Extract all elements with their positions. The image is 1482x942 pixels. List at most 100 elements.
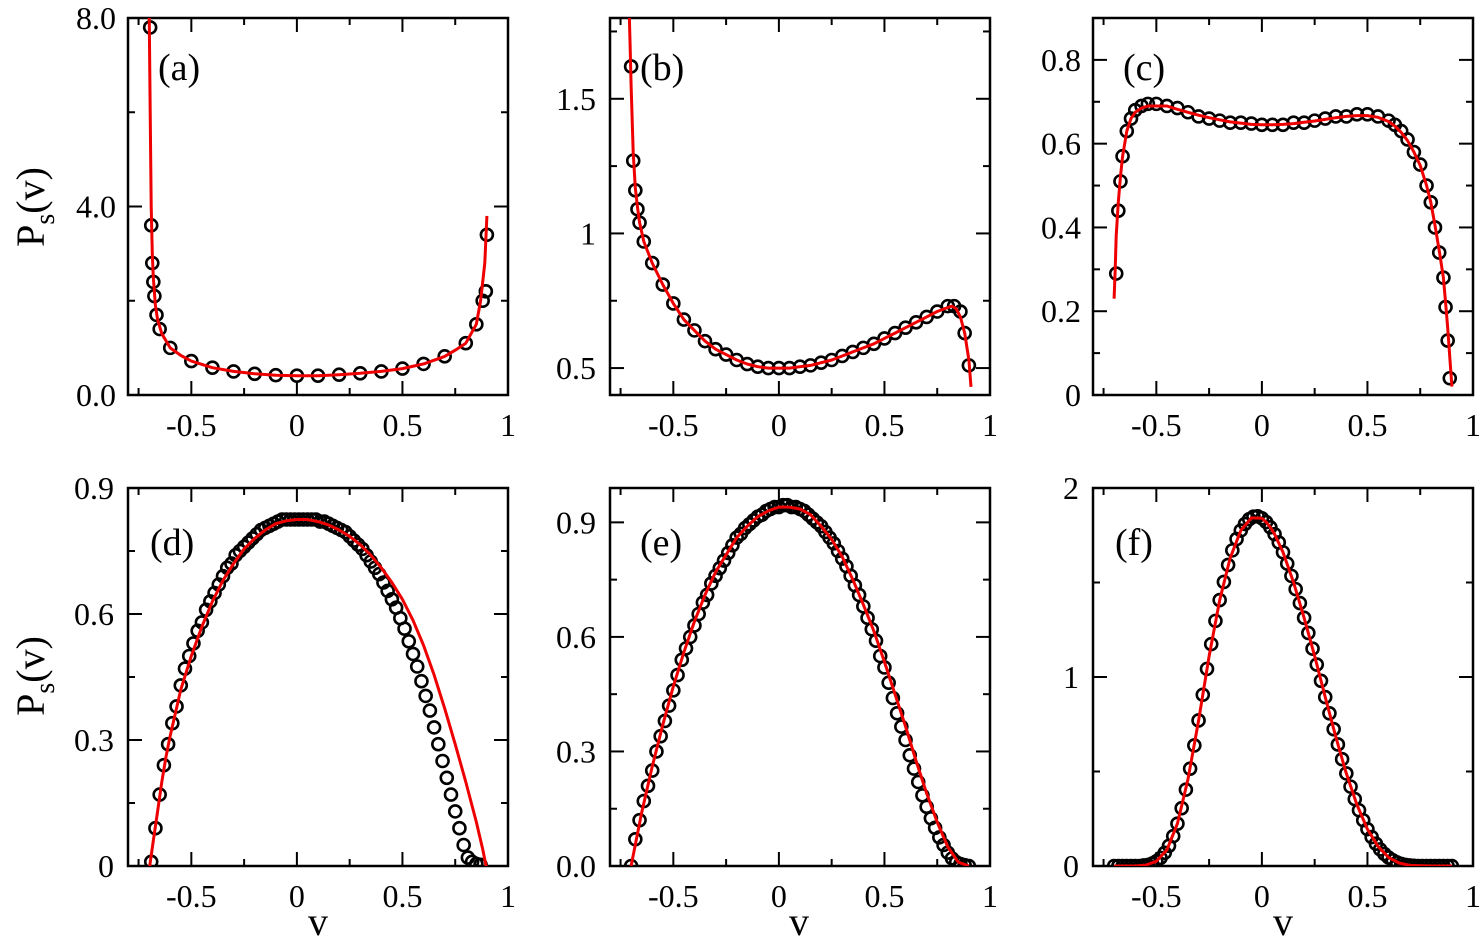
data-point [452, 820, 467, 836]
x-tick-label: -0.5 [166, 878, 217, 914]
y-tick-label: 0.9 [556, 504, 596, 540]
data-point [834, 551, 850, 566]
data-point [830, 543, 846, 559]
x-tick-label: -0.5 [1131, 878, 1182, 914]
data-point [889, 705, 905, 721]
data-point [1431, 858, 1447, 866]
data-point [1412, 157, 1428, 172]
data-point [241, 535, 256, 550]
y-tick-label: 0.5 [556, 350, 596, 386]
x-axis-label-f: v [1273, 899, 1293, 942]
data-point [712, 560, 728, 576]
panel-d: -0.5 0 0.5 1 0 0.3 0.6 0.9 (d) [74, 470, 516, 914]
data-point [469, 856, 484, 866]
y-tick-label: 0 [1065, 377, 1081, 413]
y-label-bottom-sub: s [30, 683, 61, 694]
data-point [1106, 858, 1122, 866]
y-tick-label: 0 [1063, 848, 1079, 884]
data-point [898, 732, 913, 748]
y-tick-label: 2 [1063, 470, 1079, 506]
data-point [478, 284, 494, 299]
data-point [697, 333, 713, 349]
data-point [414, 673, 429, 689]
y-tick-label: 0.0 [76, 377, 116, 413]
data-point [1123, 858, 1139, 866]
data-point [957, 857, 972, 866]
data-point [350, 537, 366, 553]
data-point [426, 720, 442, 735]
y-tick-label: 1 [580, 215, 596, 251]
data-point [1305, 641, 1320, 656]
y-tick-label: 1.5 [556, 81, 596, 117]
data-point [720, 545, 736, 561]
y-tick-label: 0.6 [74, 596, 114, 632]
y-label-top-sub: s [30, 214, 61, 225]
y-tick-label: 0.9 [74, 470, 114, 506]
data-point [1111, 858, 1126, 866]
x-tick-label: 0 [1254, 407, 1270, 443]
data-point [1127, 858, 1143, 866]
y-tick-label: 0.0 [556, 848, 596, 884]
x-tick-label: -0.5 [166, 407, 217, 443]
y-label-bottom-arg: (v) [8, 636, 53, 683]
x-tick-label: -0.5 [648, 878, 699, 914]
data-point [245, 531, 260, 546]
x-tick-label: 1 [1465, 407, 1481, 443]
x-tick-label: 0 [1254, 878, 1270, 914]
data-point [666, 296, 681, 311]
data-point [704, 576, 719, 591]
data-point [435, 753, 450, 769]
x-tick-label: 1 [982, 878, 998, 914]
data-point [342, 528, 357, 544]
data-point [1410, 858, 1426, 866]
y-tick-label: 0.6 [1041, 126, 1081, 162]
data-point [1343, 779, 1358, 794]
data-point [1385, 853, 1401, 866]
data-point [1444, 858, 1460, 866]
x-tick-label: 0 [289, 878, 305, 914]
x-tick-label: 0.5 [1347, 407, 1387, 443]
y-tick-label: 0 [98, 848, 114, 884]
y-tick-label: 0.3 [556, 733, 596, 769]
y-tick-label: 0.6 [556, 619, 596, 655]
panel-data [142, 18, 495, 383]
theory-curve [1112, 104, 1454, 387]
data-point [346, 533, 362, 548]
x-axis-label-d: v [308, 899, 328, 942]
data-point [437, 349, 452, 364]
data-point [1284, 568, 1299, 584]
data-point [1115, 858, 1130, 866]
data-point [655, 277, 671, 292]
data-point [397, 621, 412, 637]
data-point [443, 787, 459, 802]
panel-frame [1091, 16, 1475, 397]
x-tick-label: -0.5 [1131, 407, 1182, 443]
data-point [1400, 132, 1415, 147]
data-point [644, 255, 660, 271]
x-tick-label: 1 [982, 407, 998, 443]
data-point [162, 340, 178, 356]
data-point [894, 719, 909, 734]
panel-frame [608, 16, 992, 397]
y-tick-label: 4.0 [76, 189, 116, 225]
x-tick-label: 0.5 [1347, 878, 1387, 914]
panel-a: -0.5 0 0.5 1 0.0 4.0 8.0 (a) [76, 0, 516, 443]
data-point [405, 646, 421, 662]
data-point [1339, 766, 1354, 781]
theory-curve [629, 505, 970, 866]
y-tick-label: 0.4 [1041, 209, 1081, 245]
data-point [1415, 858, 1430, 866]
data-point [401, 633, 417, 649]
data-point [826, 536, 842, 551]
data-point [1279, 556, 1295, 571]
data-point [1334, 751, 1350, 767]
y-label-bottom-main: P [8, 694, 53, 716]
x-tick-label: 1 [500, 407, 516, 443]
data-point [456, 837, 471, 853]
x-tick-label: 0 [289, 407, 305, 443]
data-point [1436, 858, 1451, 866]
x-tick-label: 0.5 [382, 407, 422, 443]
data-point [422, 703, 438, 718]
panel-frame [608, 486, 992, 868]
panel-data [1108, 96, 1458, 387]
